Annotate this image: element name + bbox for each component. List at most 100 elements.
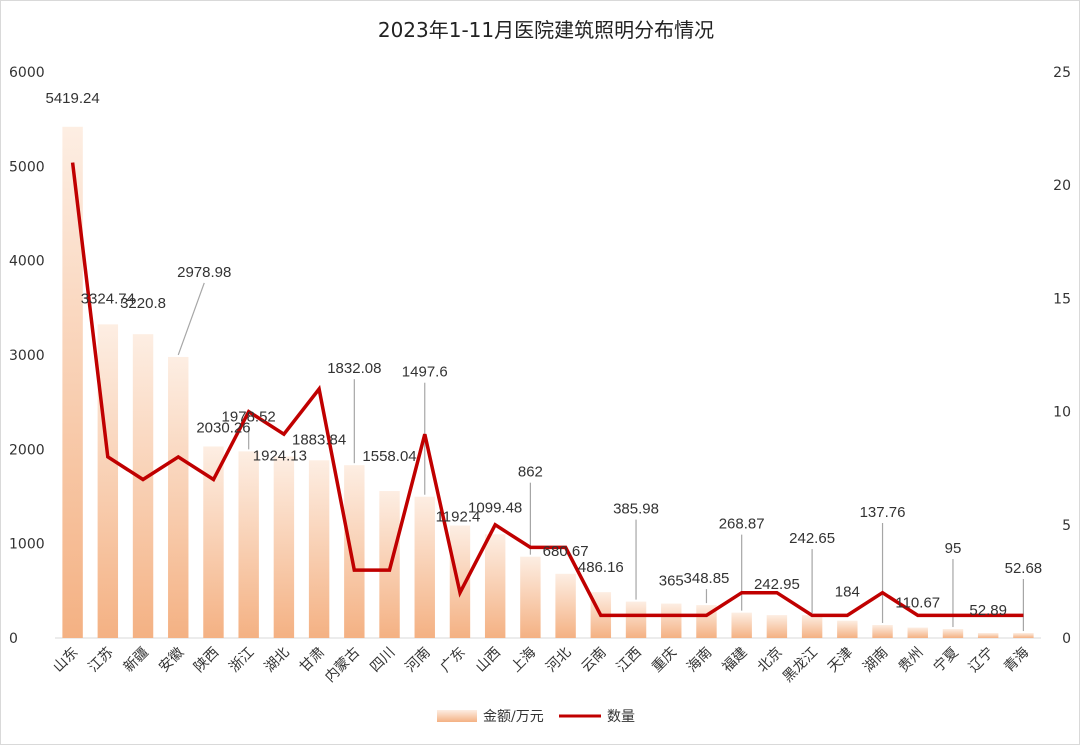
category-label: 福建 <box>719 645 750 676</box>
left-tick-label: 5000 <box>9 159 45 175</box>
category-label: 广东 <box>438 645 469 676</box>
category-label: 内蒙古 <box>322 645 363 686</box>
data-label: 3220.8 <box>120 295 166 312</box>
right-axis: 0 5 10 15 20 25 <box>1053 65 1071 647</box>
data-label: 52.68 <box>1005 560 1043 577</box>
bar-山东 <box>62 126 83 638</box>
category-label: 黑龙江 <box>780 645 821 686</box>
bar-青海 <box>1013 633 1034 638</box>
bar-黑龙江 <box>801 615 823 638</box>
bar-辽宁 <box>977 633 999 638</box>
category-label: 浙江 <box>226 645 257 676</box>
bar-安徽 <box>168 356 189 638</box>
data-label: 1883.84 <box>292 431 346 448</box>
category-label: 河北 <box>543 645 574 676</box>
data-label: 2030.26 <box>196 419 250 436</box>
bar-江西 <box>625 601 647 638</box>
category-label: 北京 <box>755 645 786 676</box>
bar-陕西 <box>203 446 224 638</box>
left-tick-label: 4000 <box>9 254 45 270</box>
category-label: 四川 <box>367 645 398 676</box>
right-tick-label: 0 <box>1062 631 1071 647</box>
leader-line <box>177 282 205 356</box>
bar-山西 <box>484 534 506 638</box>
bar-湖南 <box>872 625 893 638</box>
bar-新疆 <box>132 334 154 638</box>
category-label: 上海 <box>508 645 539 676</box>
bar-上海 <box>520 556 541 638</box>
category-label: 海南 <box>684 645 715 676</box>
right-tick-label: 15 <box>1053 291 1071 307</box>
data-label: 365 <box>659 573 684 590</box>
right-tick-label: 25 <box>1053 65 1071 81</box>
category-label: 青海 <box>1001 645 1032 676</box>
category-label: 甘肃 <box>297 645 328 676</box>
category-label: 河南 <box>402 645 433 676</box>
data-label: 242.95 <box>754 576 800 593</box>
left-tick-label: 2000 <box>9 442 45 458</box>
category-label: 湖北 <box>262 645 293 676</box>
bar-北京 <box>766 615 788 638</box>
bar-广东 <box>449 525 471 638</box>
bar-福建 <box>731 612 752 638</box>
right-tick-label: 10 <box>1053 405 1071 421</box>
left-tick-label: 0 <box>9 631 18 647</box>
count-line <box>70 162 1024 618</box>
data-label: 862 <box>518 464 543 481</box>
category-label: 贵州 <box>895 645 926 676</box>
bar-宁夏 <box>942 629 964 638</box>
category-label: 宁夏 <box>930 644 962 676</box>
data-label: 52.89 <box>969 602 1007 619</box>
left-tick-label: 1000 <box>9 537 45 553</box>
data-label: 385.98 <box>613 501 659 518</box>
data-label: 3324.74 <box>81 290 135 307</box>
legend: 金额/万元 数量 <box>437 709 635 725</box>
data-label: 1924.13 <box>253 447 307 464</box>
category-label: 山东 <box>50 645 81 676</box>
bar-河北 <box>555 573 576 638</box>
category-label: 陕西 <box>191 645 222 676</box>
category-label: 新疆 <box>121 645 152 676</box>
line-series <box>70 162 1024 618</box>
left-axis: 0 1000 2000 3000 4000 5000 6000 <box>9 65 45 647</box>
bar-浙江 <box>238 451 259 638</box>
bar-甘肃 <box>308 460 330 638</box>
category-label: 重庆 <box>649 645 680 676</box>
category-label: 江苏 <box>86 645 117 676</box>
left-tick-label: 3000 <box>9 348 45 364</box>
bar-天津 <box>837 620 858 638</box>
data-label: 1192.4 <box>436 509 481 526</box>
data-label: 1978.52 <box>222 408 276 425</box>
data-label: 1099.48 <box>468 499 522 516</box>
bar-series <box>62 126 1034 638</box>
data-label: 137.76 <box>860 504 906 521</box>
right-tick-label: 5 <box>1062 518 1071 534</box>
right-tick-label: 20 <box>1053 178 1071 194</box>
data-label: 680.67 <box>543 543 589 560</box>
bar-贵州 <box>907 627 928 638</box>
left-tick-label: 6000 <box>9 65 45 81</box>
bar-河南 <box>414 496 435 638</box>
data-label: 486.16 <box>578 559 624 576</box>
chart-title: 2023年1-11月医院建筑照明分布情况 <box>378 18 714 42</box>
data-label: 1497.6 <box>402 364 448 381</box>
category-label: 天津 <box>825 645 856 676</box>
data-label: 1558.04 <box>362 448 416 465</box>
data-label: 268.87 <box>719 516 765 533</box>
data-label: 348.85 <box>684 570 730 587</box>
category-label: 湖南 <box>860 645 891 676</box>
category-label: 云南 <box>579 645 610 676</box>
data-label: 2978.98 <box>177 264 231 281</box>
category-label: 山西 <box>473 645 504 676</box>
category-label: 辽宁 <box>965 644 997 676</box>
legend-label-count: 数量 <box>607 709 635 725</box>
legend-swatch-amount <box>437 710 477 722</box>
data-label: 242.65 <box>789 530 835 547</box>
data-label: 184 <box>835 584 860 601</box>
category-labels: 山东 江苏 新疆 安徽 陕西 浙江 湖北 甘肃内蒙古 四川 河南 广东 山西 上海 河北 云南 江西 重庆 海南福… <box>50 644 1032 686</box>
category-label: 安徽 <box>156 645 187 676</box>
legend-label-amount: 金额/万元 <box>483 709 544 725</box>
data-label: 5419.24 <box>45 90 99 107</box>
